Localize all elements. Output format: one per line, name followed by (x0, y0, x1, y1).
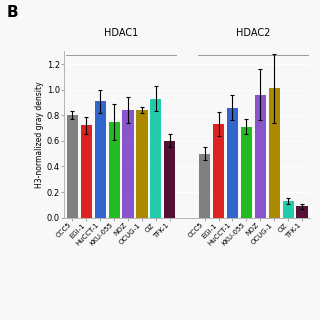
Bar (81, 125, 92, 218)
Bar (164, 141, 175, 218)
Bar (136, 110, 148, 218)
Bar (227, 108, 238, 218)
Bar (95, 101, 106, 218)
Text: HDAC1: HDAC1 (104, 28, 138, 38)
Bar (123, 110, 134, 218)
Text: B: B (6, 5, 18, 20)
Bar (255, 95, 266, 218)
Bar (67, 115, 78, 218)
Y-axis label: H3-normalized gray density: H3-normalized gray density (35, 81, 44, 188)
Bar (108, 122, 120, 218)
Bar (199, 154, 210, 218)
Bar (296, 206, 308, 218)
Bar (241, 127, 252, 218)
Text: HDAC2: HDAC2 (236, 28, 270, 38)
Bar (213, 124, 224, 218)
Bar (150, 99, 162, 218)
Bar (268, 88, 280, 218)
Bar (283, 201, 294, 218)
